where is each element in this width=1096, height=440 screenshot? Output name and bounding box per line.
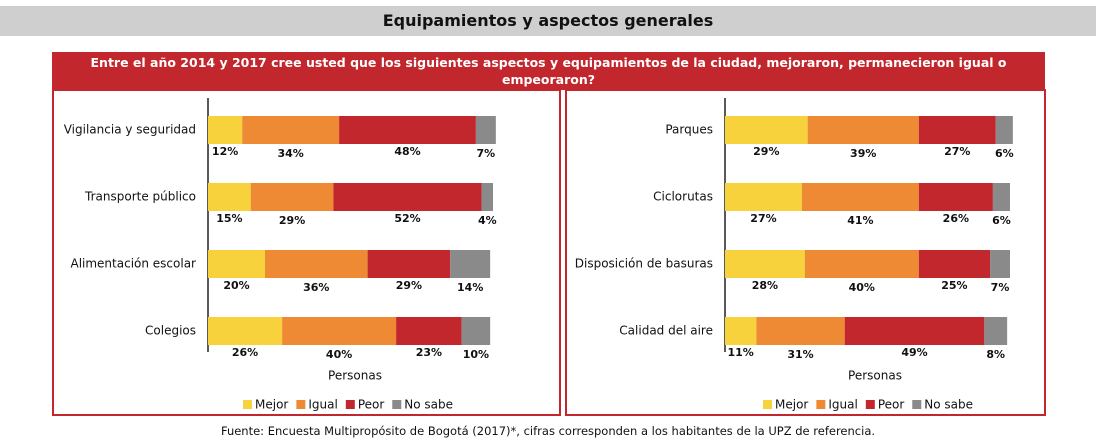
value-label: 4% <box>478 214 497 227</box>
category-label: Vigilancia y seguridad <box>64 123 196 137</box>
legend-label: Mejor <box>255 398 288 412</box>
value-label: 28% <box>752 279 778 292</box>
bar-segment <box>475 116 496 144</box>
value-label: 15% <box>216 212 242 225</box>
value-label: 8% <box>986 348 1005 361</box>
value-label: 31% <box>787 348 813 361</box>
value-label: 10% <box>463 348 489 361</box>
x-axis-label: Personas <box>848 369 902 383</box>
legend-swatch <box>392 400 402 409</box>
bar-segment <box>208 250 265 278</box>
bar-segment <box>807 116 919 144</box>
section-title: Equipamientos y aspectos generales <box>0 6 1096 36</box>
legend-label: No sabe <box>404 398 453 412</box>
bar-segment <box>990 250 1010 278</box>
value-label: 39% <box>850 147 876 160</box>
category-label: Colegios <box>145 324 196 338</box>
bar-segment <box>804 250 919 278</box>
bar-segment <box>250 183 334 211</box>
legend-swatch <box>912 400 922 409</box>
legend-swatch <box>243 400 252 409</box>
legend-swatch <box>865 400 875 409</box>
value-label: 41% <box>847 214 873 227</box>
bar-segment <box>282 317 397 345</box>
x-axis-label: Personas <box>328 369 382 383</box>
legend-label: Peor <box>358 398 385 412</box>
bar-segment <box>208 183 251 211</box>
value-label: 40% <box>849 281 875 294</box>
value-label: 26% <box>943 212 969 225</box>
value-label: 40% <box>326 348 352 361</box>
question: Entre el año 2014 y 2017 cree usted que … <box>52 52 1045 90</box>
value-label: 26% <box>232 346 258 359</box>
value-label: 27% <box>944 145 970 158</box>
legend-label: Igual <box>308 398 337 412</box>
panel-border <box>52 89 561 416</box>
value-label: 6% <box>995 147 1014 160</box>
value-label: 12% <box>212 145 238 158</box>
value-label: 52% <box>394 212 420 225</box>
category-label: Ciclorutas <box>653 190 713 204</box>
bar-segment <box>208 317 283 345</box>
bar-segment <box>995 116 1013 144</box>
bar-segment <box>725 183 802 211</box>
bar-segment <box>992 183 1010 211</box>
value-label: 29% <box>753 145 779 158</box>
legend-label: No sabe <box>924 398 973 412</box>
bar-segment <box>844 317 985 345</box>
value-label: 49% <box>901 346 927 359</box>
value-label: 29% <box>396 279 422 292</box>
category-label: Disposición de basuras <box>575 257 713 271</box>
legend-label: Mejor <box>775 398 808 412</box>
value-label: 25% <box>941 279 967 292</box>
bar-segment <box>339 116 476 144</box>
value-label: 36% <box>303 281 329 294</box>
value-label: 27% <box>750 212 776 225</box>
panel-border <box>565 89 1046 416</box>
bar-segment <box>265 250 368 278</box>
bar-segment <box>242 116 340 144</box>
bar-segment <box>984 317 1008 345</box>
bar-segment <box>918 116 996 144</box>
value-label: 48% <box>394 145 420 158</box>
value-label: 7% <box>477 147 496 160</box>
legend-swatch <box>763 400 772 409</box>
value-label: 23% <box>416 346 442 359</box>
bar-segment <box>918 250 991 278</box>
legend-swatch <box>816 400 826 409</box>
value-label: 11% <box>728 346 754 359</box>
bar-segment <box>333 183 482 211</box>
category-label: Alimentación escolar <box>70 257 196 271</box>
bar-segment <box>208 116 243 144</box>
bar-segment <box>367 250 451 278</box>
category-label: Transporte público <box>84 190 196 204</box>
value-label: 6% <box>992 214 1011 227</box>
bar-segment <box>801 183 919 211</box>
bar-segment <box>756 317 845 345</box>
legend-label: Peor <box>878 398 905 412</box>
value-label: 20% <box>223 279 249 292</box>
bar-segment <box>725 250 805 278</box>
bar-segment <box>725 116 808 144</box>
legend-swatch <box>345 400 355 409</box>
bar-segment <box>450 250 491 278</box>
category-label: Parques <box>665 123 713 137</box>
value-label: 7% <box>991 281 1010 294</box>
bar-segment <box>725 317 757 345</box>
charts: Vigilancia y seguridad 12% 34% 48% 7% Transpo… <box>52 89 1046 416</box>
footer: Fuente: Encuesta Multipropósito de Bogot… <box>220 424 876 438</box>
bar-segment <box>396 317 462 345</box>
legend-swatch <box>296 400 306 409</box>
bar-segment <box>918 183 993 211</box>
bar-segment <box>461 317 491 345</box>
category-label: Calidad del aire <box>619 324 713 338</box>
value-label: 14% <box>457 281 483 294</box>
value-label: 34% <box>277 147 303 160</box>
legend-label: Igual <box>828 398 857 412</box>
value-label: 29% <box>279 214 305 227</box>
bar-segment <box>481 183 493 211</box>
